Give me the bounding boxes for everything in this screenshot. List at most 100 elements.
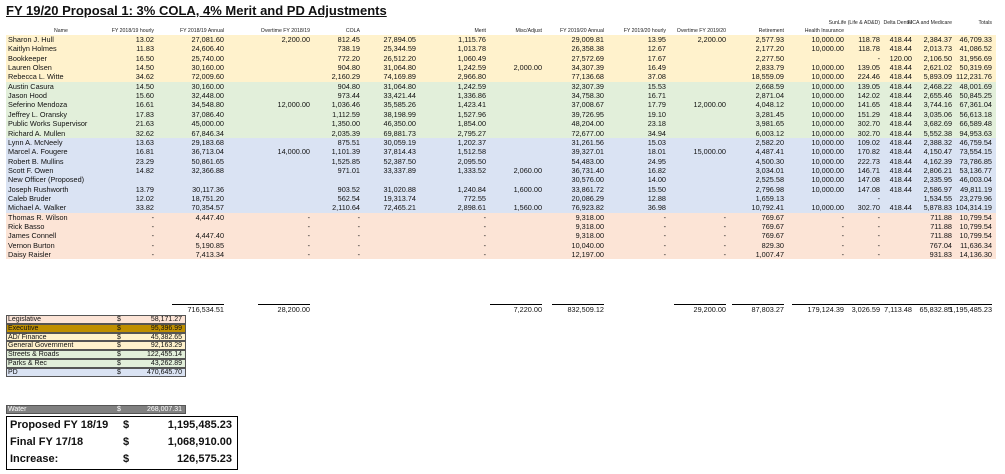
final-row: Increase: $126,575.23 xyxy=(7,451,237,468)
table-row: Public Works Supervisor 21.63 45,000.00 1,3… xyxy=(6,119,996,129)
table-cell: - xyxy=(357,240,360,250)
column-header: Retirement xyxy=(758,28,784,34)
table-cell: 5,893.09 xyxy=(923,72,952,82)
table-cell: - xyxy=(307,240,310,250)
table-cell: - xyxy=(483,231,486,241)
table-cell: 36,713.04 xyxy=(191,147,224,157)
table-cell: - xyxy=(483,250,486,260)
table-row: James Connell - 4,447.40 - - - 9,318.00 - - 769.6… xyxy=(6,231,996,241)
table-row: Marcel A. Fougere 16.81 36,713.04 14,000.00… xyxy=(6,147,996,157)
table-cell: - xyxy=(877,222,880,231)
table-cell: 69,881.73 xyxy=(383,128,416,138)
table-cell: - xyxy=(723,212,726,222)
column-total: 87,803.27 xyxy=(751,305,784,314)
table-cell: - xyxy=(483,240,486,250)
table-row: Caleb Bruder 12.02 18,751.20 562.54 19,313.7… xyxy=(6,193,996,204)
table-cell: 118.78 xyxy=(858,44,880,54)
table-cell: 2,110.64 xyxy=(332,203,360,213)
table-row: Vernon Burton - 5,190.85 - - - 10,040.00 - - 829.… xyxy=(6,240,996,251)
table-row: Lynn A. McNeely 13.63 29,183.68 875.51 30,05… xyxy=(6,137,996,148)
table-cell: 15.53 xyxy=(647,81,666,91)
table-cell: 1,659.13 xyxy=(755,193,784,203)
table-cell: 18,559.09 xyxy=(751,72,784,82)
employee-name: Lynn A. McNeely xyxy=(8,137,63,147)
table-cell: 2,384.37 xyxy=(923,35,952,44)
table-cell: - xyxy=(151,231,154,241)
table-cell: 38,198.99 xyxy=(383,109,416,119)
summary-value: 122,455.14 xyxy=(146,351,182,359)
table-cell: 146.71 xyxy=(857,165,880,175)
table-cell: 12,197.00 xyxy=(571,250,604,260)
table-cell: 46,709.33 xyxy=(959,35,992,44)
table-cell: - xyxy=(723,222,726,231)
employee-name: New Officer (Proposed) xyxy=(8,175,85,185)
table-cell: 1,240.84 xyxy=(457,184,486,194)
table-cell: 3,744.16 xyxy=(923,100,952,110)
table-cell: 4,500.30 xyxy=(755,156,784,166)
table-cell: 33,861.72 xyxy=(571,184,604,194)
table-cell: 2,898.61 xyxy=(457,203,486,213)
employee-name: Robert B. Mullins xyxy=(8,156,64,166)
table-cell: 2,525.58 xyxy=(755,175,784,185)
employee-name: Marcel A. Fougere xyxy=(8,147,68,157)
table-cell: 53,136.77 xyxy=(959,165,992,175)
table-cell: 170.82 xyxy=(857,147,880,157)
table-cell: 5,190.85 xyxy=(195,240,224,250)
table-cell: - xyxy=(877,231,880,241)
summary-value: 470,645.70 xyxy=(146,368,182,376)
table-row: Sharon J. Hull 13.02 27,081.60 2,200.00 812.… xyxy=(6,35,996,45)
table-cell: - xyxy=(663,222,666,231)
final-value: 126,575.23 xyxy=(176,453,232,465)
final-label: Final FY 17/18 xyxy=(10,436,84,448)
employee-name: Caleb Bruder xyxy=(8,193,51,203)
table-cell: 118.78 xyxy=(858,35,880,44)
table-row: Daisy Raisler - 7,413.34 - - - 12,197.00 - - 1,00… xyxy=(6,250,996,260)
table-cell: 31,020.88 xyxy=(383,184,416,194)
table-cell: - xyxy=(663,231,666,241)
table-cell: - xyxy=(723,240,726,250)
table-cell: 12.88 xyxy=(647,193,666,203)
table-cell: 74,169.89 xyxy=(383,72,416,82)
table-cell: 418.44 xyxy=(889,44,912,54)
summary-row: Legislative $58,171.27 xyxy=(6,315,186,324)
column-header: FY 2019/20 hourly xyxy=(623,28,666,34)
table-cell: 13.02 xyxy=(135,35,154,44)
table-cell: 72,677.00 xyxy=(571,128,604,138)
summary-label: General Government xyxy=(8,342,74,350)
table-cell: 120.00 xyxy=(889,53,912,63)
table-cell: 16.81 xyxy=(135,147,154,157)
total-underline xyxy=(940,304,992,305)
table-cell: 4,487.41 xyxy=(755,147,784,157)
column-total: 832,509.12 xyxy=(567,305,604,314)
table-row: Kaitlyn Holmes 11.83 24,606.40 738.19 25,344… xyxy=(6,44,996,54)
table-cell: - xyxy=(307,222,310,231)
table-cell: 4,162.39 xyxy=(923,156,952,166)
column-header: Overtime FY 2018/19 xyxy=(260,28,310,34)
table-cell: 31,064.80 xyxy=(383,63,416,73)
table-cell: 2,388.32 xyxy=(923,137,952,147)
table-cell: 29,183.68 xyxy=(191,137,224,147)
summary-label: Parks & Rec xyxy=(8,360,47,367)
table-cell: 11,636.34 xyxy=(960,240,992,250)
table-cell: 769.67 xyxy=(761,231,784,241)
table-cell: 418.44 xyxy=(889,137,912,147)
employee-name: Austin Casura xyxy=(8,81,54,91)
summary-value: 95,396.99 xyxy=(150,324,182,332)
table-cell: 46,759.54 xyxy=(959,137,992,147)
summary-row: AD/ Finance $45,382.65 xyxy=(6,332,186,342)
table-cell: 24.95 xyxy=(647,156,666,166)
table-cell: 2,177.20 xyxy=(755,44,784,54)
table-cell: 72,465.21 xyxy=(383,203,416,213)
table-cell: 5,552.38 xyxy=(923,128,952,138)
table-cell: 32.62 xyxy=(135,128,154,138)
table-cell: 32,307.39 xyxy=(571,81,604,91)
column-header: SunLife (Life & AD&D) xyxy=(828,20,880,26)
table-cell: 10,000.00 xyxy=(811,35,844,44)
table-cell: 16.61 xyxy=(135,100,154,110)
table-cell: - xyxy=(307,212,310,222)
table-cell: - xyxy=(723,250,726,260)
table-cell: 30,059.19 xyxy=(383,137,416,147)
total-underline xyxy=(792,304,844,305)
summary-value: 43,262.89 xyxy=(150,360,182,367)
table-cell: 1,527.96 xyxy=(457,109,486,119)
